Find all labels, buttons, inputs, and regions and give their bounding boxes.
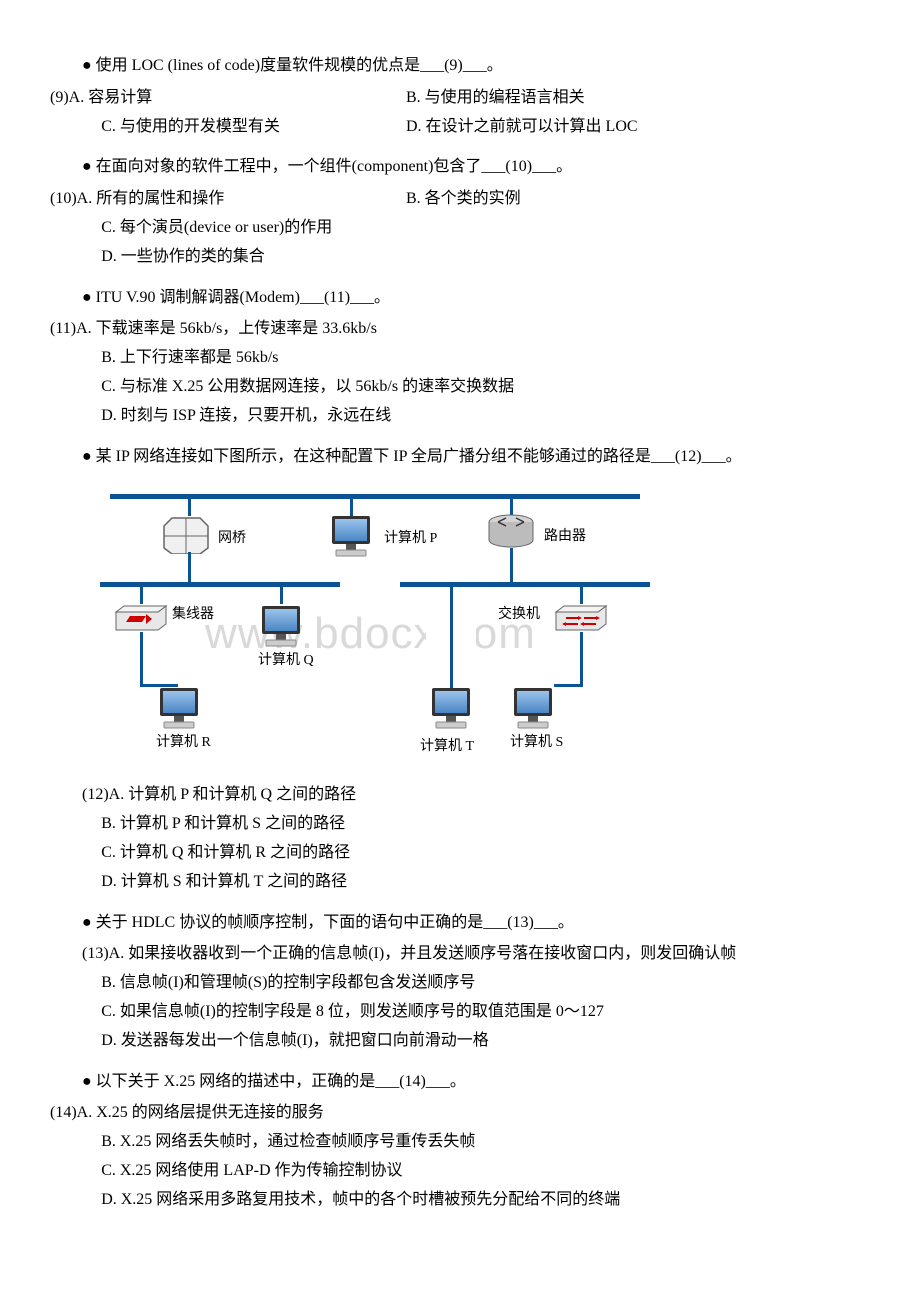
q11-opt-a: (11)A. 下载速率是 56kb/s，上传速率是 33.6kb/s [50,315,870,344]
switch-down [580,632,583,687]
hub-label: 集线器 [172,602,214,627]
q14-opt-c: C. X.25 网络使用 LAP-D 作为传输控制协议 [50,1157,870,1186]
drop-hub [140,586,143,604]
router-label: 路由器 [544,524,586,549]
switch-icon [552,604,610,634]
switch-label: 交换机 [498,602,540,627]
compT-label: 计算机 T [420,734,474,759]
q9-opt-a: (9)A. 容易计算 [50,84,402,113]
q10-options: (10)A. 所有的属性和操作 B. 各个类的实例 C. 每个演员(device… [50,185,870,271]
compR-device: 计算机 R [156,686,211,755]
compR-label: 计算机 R [156,730,211,755]
q10-opt-c: C. 每个演员(device or user)的作用 [50,214,870,243]
computer-icon [328,514,374,558]
q13-opt-b: B. 信息帧(I)和管理帧(S)的控制字段都包含发送顺序号 [50,969,870,998]
q14-opt-a: (14)A. X.25 的网络层提供无连接的服务 [50,1099,870,1128]
q12-opt-a: (12)A. 计算机 P 和计算机 Q 之间的路径 [50,781,870,810]
bridge-device [162,514,210,554]
router-down [510,548,513,582]
stub-r [140,684,178,687]
q11-stem: ● ITU V.90 调制解调器(Modem)___(11)___。 [50,284,870,313]
q11-opt-c: C. 与标准 X.25 公用数据网连接，以 56kb/s 的速率交换数据 [50,373,870,402]
compQ-device: 计算机 Q [258,604,314,673]
computer-icon [428,686,474,730]
q13-opt-a: (13)A. 如果接收器收到一个正确的信息帧(I)，并且发送顺序号落在接收窗口内… [50,940,870,969]
q13-opt-c: C. 如果信息帧(I)的控制字段是 8 位，则发送顺序号的取值范围是 0～127 [50,998,870,1027]
drop-compT-long [450,586,453,688]
q10-opt-a: (10)A. 所有的属性和操作 [50,185,402,214]
q13-opt-d: D. 发送器每发出一个信息帧(I)，就把窗口向前滑动一格 [50,1027,870,1056]
q10-opt-d: D. 一些协作的类的集合 [50,243,870,272]
compT2-device [428,686,474,730]
compS-label: 计算机 S [510,730,563,755]
q12-opt-d: D. 计算机 S 和计算机 T 之间的路径 [50,868,870,897]
switch-device [552,604,610,634]
q11-options: (11)A. 下载速率是 56kb/s，上传速率是 33.6kb/s B. 上下… [50,315,870,430]
q9-opt-d: D. 在设计之前就可以计算出 LOC [406,118,638,135]
q9-stem: ● 使用 LOC (lines of code)度量软件规模的优点是___(9)… [50,52,870,81]
compP-device [328,514,374,558]
q14-options: (14)A. X.25 的网络层提供无连接的服务 B. X.25 网络丢失帧时，… [50,1099,870,1214]
q13-options: (13)A. 如果接收器收到一个正确的信息帧(I)，并且发送顺序号落在接收窗口内… [50,940,870,1055]
compQ-label: 计算机 Q [258,648,314,673]
bridge-label: 网桥 [218,526,246,551]
hub-icon [112,604,170,634]
network-diagram: www.bdocx.com 网桥 计算机 P 路由器 [100,486,660,766]
router-icon [486,514,536,550]
compS-device: 计算机 S [510,686,563,755]
computer-icon [258,604,304,648]
q11-opt-d: D. 时刻与 ISP 连接，只要开机，永远在线 [50,402,870,431]
bridge-icon [162,514,210,554]
q13-stem: ● 关于 HDLC 协议的帧顺序控制，下面的语句中正确的是___(13)___。 [50,909,870,938]
computer-icon [156,686,202,730]
q12-opt-b: B. 计算机 P 和计算机 S 之间的路径 [50,810,870,839]
watermark-text: www.bdocx.com [205,594,536,673]
q10-stem: ● 在面向对象的软件工程中，一个组件(component)包含了___(10)_… [50,153,870,182]
computer-icon [510,686,556,730]
drop-switch [580,586,583,604]
q9-opt-b: B. 与使用的编程语言相关 [406,89,585,106]
compP-label: 计算机 P [384,526,437,551]
q9-opt-c: C. 与使用的开发模型有关 [101,113,402,142]
q10-opt-b: B. 各个类的实例 [406,190,521,207]
q14-opt-b: B. X.25 网络丢失帧时，通过检查帧顺序号重传丢失帧 [50,1128,870,1157]
q12-opt-c: C. 计算机 Q 和计算机 R 之间的路径 [50,839,870,868]
hub-device [112,604,170,634]
right-bus [400,582,650,587]
q14-opt-d: D. X.25 网络采用多路复用技术，帧中的各个时槽被预先分配给不同的终端 [50,1186,870,1215]
drop-compQ [280,586,283,604]
hub-down [140,632,143,687]
q12-options: (12)A. 计算机 P 和计算机 Q 之间的路径 B. 计算机 P 和计算机 … [50,781,870,896]
q9-options: (9)A. 容易计算 B. 与使用的编程语言相关 C. 与使用的开发模型有关 D… [50,84,870,142]
q14-stem: ● 以下关于 X.25 网络的描述中，正确的是___(14)___。 [50,1068,870,1097]
q12-stem: ● 某 IP 网络连接如下图所示，在这种配置下 IP 全局广播分组不能够通过的路… [50,443,870,472]
router-device [486,514,536,550]
q11-opt-b: B. 上下行速率都是 56kb/s [50,344,870,373]
left-bus [100,582,340,587]
stub-s [554,684,582,687]
bridge-down [188,552,191,582]
